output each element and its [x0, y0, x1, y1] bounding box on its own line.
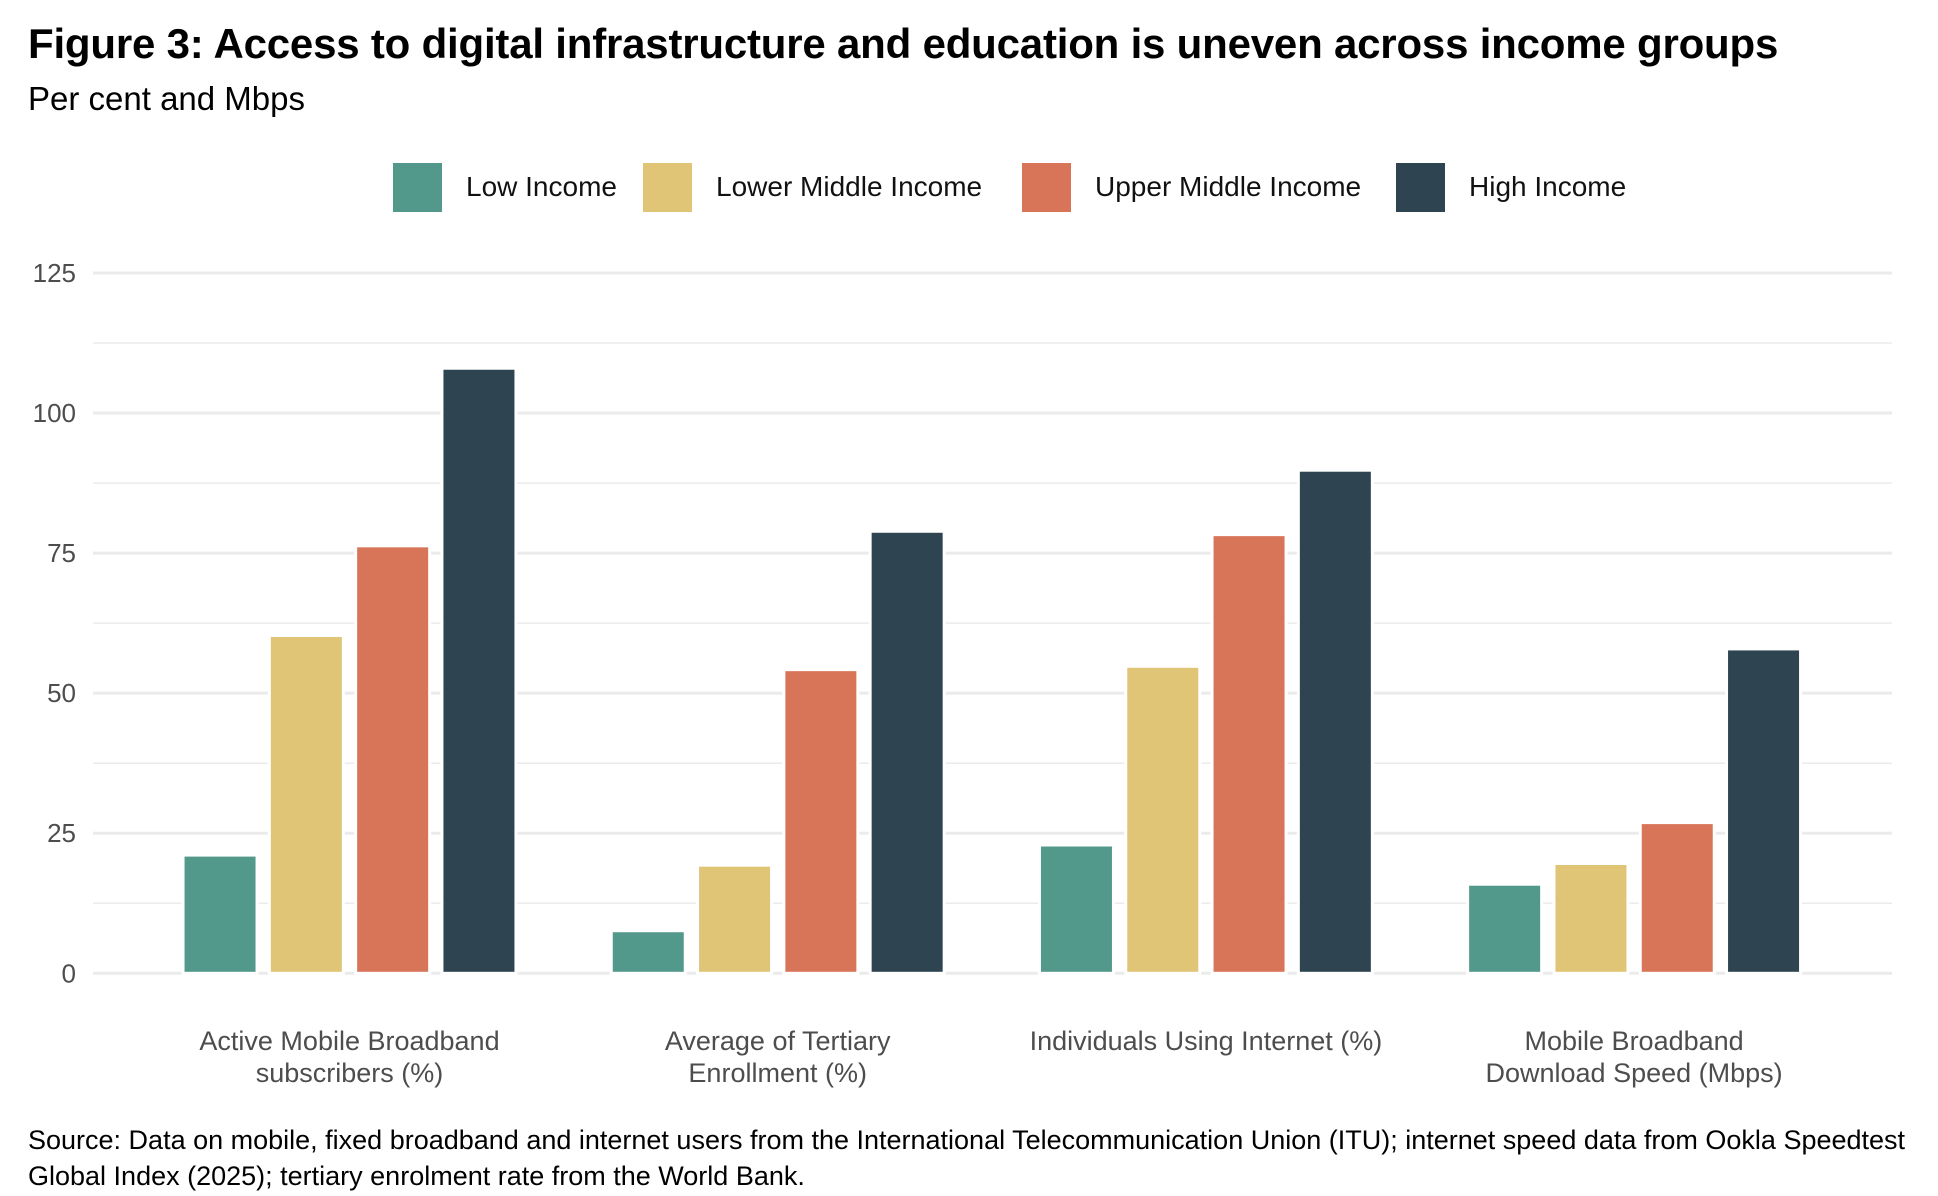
bar-low-income-cat-0	[181, 853, 259, 975]
bar-high-income-cat-1	[868, 529, 946, 975]
y-axis-ticks: 0 25 50 75 100 125	[33, 258, 76, 988]
bar-high-income-cat-3	[1725, 647, 1803, 975]
legend-item-upper-middle-income: Upper Middle Income	[1022, 162, 1361, 212]
x-tick-label: Mobile Broadband Download Speed (Mbps)	[1486, 1026, 1783, 1088]
legend: Low Income Lower Middle Income Upper Mid…	[0, 162, 1938, 212]
y-tick-label: 125	[33, 258, 76, 288]
bar-upper-middle-income-cat-2	[1210, 533, 1288, 975]
bar-high-income-cat-2	[1296, 468, 1374, 975]
chart-subtitle: Per cent and Mbps	[28, 80, 305, 117]
legend-swatch-upper-middle-income	[1022, 162, 1071, 212]
bar-lower-middle-income-cat-1	[696, 863, 774, 975]
legend-item-high-income: High Income	[1396, 162, 1626, 212]
x-tick-label: Average of Tertiary Enrollment (%)	[665, 1026, 891, 1088]
legend-item-lower-middle-income: Lower Middle Income	[643, 162, 982, 212]
legend-swatch-lower-middle-income	[643, 162, 692, 212]
legend-swatch-low-income	[393, 162, 442, 212]
y-tick-label: 75	[47, 538, 76, 568]
bar-low-income-cat-1	[609, 929, 687, 975]
y-tick-label: 25	[47, 818, 76, 848]
bar-upper-middle-income-cat-1	[782, 668, 860, 975]
legend-label: Low Income	[466, 171, 617, 202]
bar-low-income-cat-2	[1037, 843, 1115, 975]
y-tick-label: 50	[47, 678, 76, 708]
bars	[181, 366, 1803, 975]
bar-upper-middle-income-cat-3	[1638, 821, 1716, 975]
bar-lower-middle-income-cat-0	[267, 633, 345, 975]
legend-label: Lower Middle Income	[716, 171, 983, 202]
bar-lower-middle-income-cat-3	[1552, 861, 1630, 975]
y-tick-label: 0	[62, 958, 76, 988]
bar-lower-middle-income-cat-2	[1124, 664, 1202, 975]
source-note: Source: Data on mobile, fixed broadband …	[28, 1125, 1906, 1191]
bar-low-income-cat-3	[1466, 882, 1544, 975]
chart-title: Figure 3: Access to digital infrastructu…	[28, 20, 1779, 67]
bar-high-income-cat-0	[440, 366, 518, 975]
legend-label: Upper Middle Income	[1095, 171, 1362, 202]
x-axis-ticks: Active Mobile Broadband subscribers (%) Av…	[199, 1026, 1782, 1088]
legend-item-low-income: Low Income	[393, 162, 617, 212]
legend-swatch-high-income	[1396, 162, 1445, 212]
x-tick-label: Active Mobile Broadband subscribers (%)	[199, 1026, 499, 1088]
x-tick-label: Individuals Using Internet (%)	[1030, 1026, 1383, 1056]
y-tick-label: 100	[33, 398, 76, 428]
legend-label: High Income	[1469, 171, 1627, 202]
bar-upper-middle-income-cat-0	[354, 544, 432, 975]
